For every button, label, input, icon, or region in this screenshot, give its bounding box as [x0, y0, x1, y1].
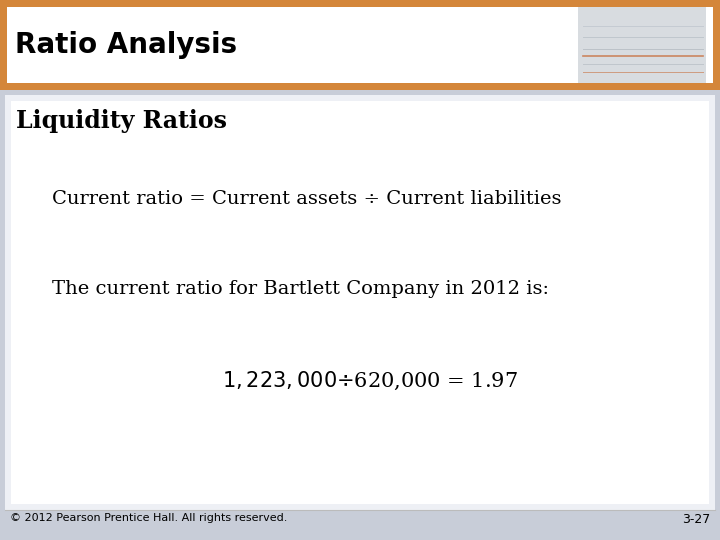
Text: Liquidity Ratios: Liquidity Ratios — [16, 109, 227, 133]
Text: $1,223,000 ÷ $620,000 = 1.97: $1,223,000 ÷ $620,000 = 1.97 — [222, 370, 518, 392]
Bar — [7, 7, 713, 83]
Bar — [578, 7, 706, 83]
Bar — [11, 101, 709, 504]
Bar — [5, 95, 715, 510]
Text: The current ratio for Bartlett Company in 2012 is:: The current ratio for Bartlett Company i… — [52, 280, 549, 298]
Text: 3-27: 3-27 — [682, 513, 710, 526]
Text: © 2012 Pearson Prentice Hall. All rights reserved.: © 2012 Pearson Prentice Hall. All rights… — [10, 513, 287, 523]
Text: Ratio Analysis: Ratio Analysis — [15, 31, 237, 59]
Bar — [0, 0, 720, 90]
Text: Current ratio = Current assets ÷ Current liabilities: Current ratio = Current assets ÷ Current… — [52, 190, 562, 208]
